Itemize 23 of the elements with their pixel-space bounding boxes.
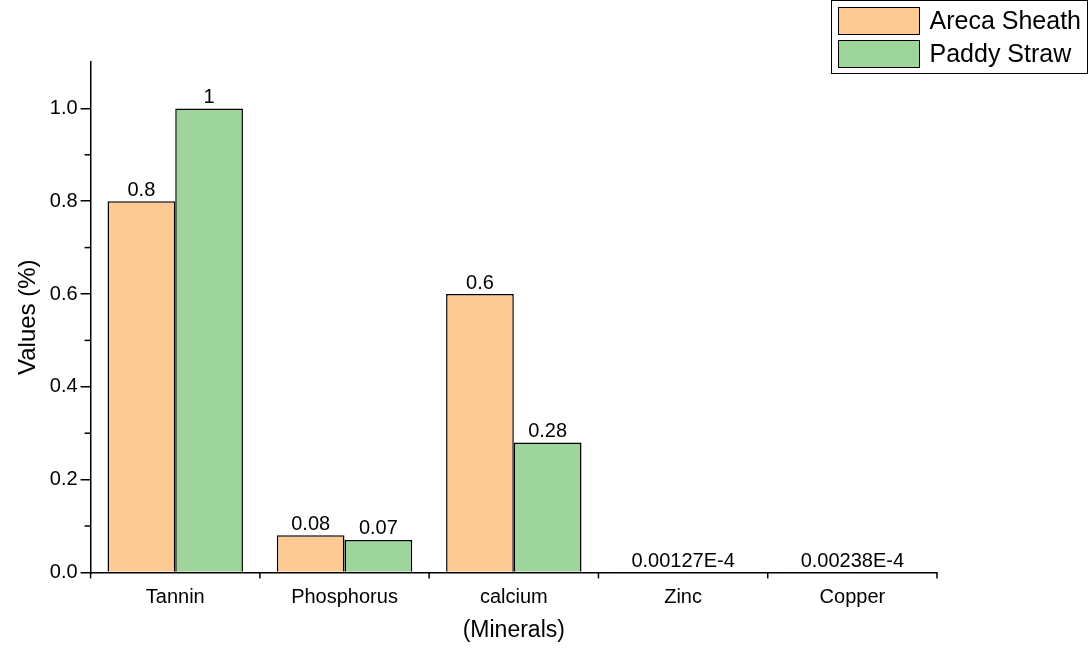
data-label: 0.00238E-4 [800,548,905,571]
legend-label: Paddy Straw [929,39,1072,68]
x-axis-title: (Minerals) [462,615,565,642]
legend-label: Areca Sheath [929,6,1081,35]
data-label: 0.00127E-4 [631,548,735,571]
data-label: 0.28 [528,419,568,441]
y-tick-label: 0.8 [49,188,78,211]
x-tick-label: Phosphorus [291,584,398,607]
x-tick-label: Zinc [664,584,702,607]
x-tick-label: Tannin [145,584,205,607]
y-tick-label: 0.0 [49,559,78,582]
x-tick-label: calcium [479,584,548,607]
y-tick-label: 1.0 [49,95,78,118]
data-label: 1 [203,84,215,107]
y-tick-label: 0.6 [49,281,78,304]
data-label: 0.07 [358,516,398,539]
data-label: 0.6 [466,270,494,293]
x-tick-label: Copper [819,584,886,607]
data-label: 0.8 [127,177,156,200]
y-axis-title: Values (%) [13,259,41,375]
data-label: 0.08 [291,511,331,534]
y-tick-label: 0.4 [49,374,78,397]
y-tick-label: 0.2 [49,467,78,490]
